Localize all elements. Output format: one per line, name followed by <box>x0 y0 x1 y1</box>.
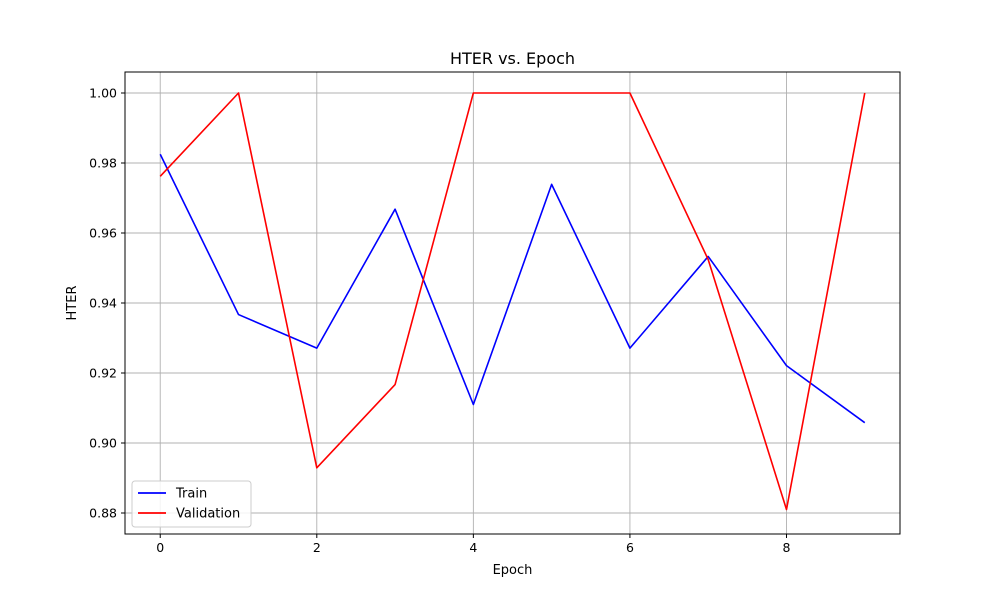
series-lines <box>159 92 866 511</box>
x-tick-label: 8 <box>783 540 791 555</box>
x-tick-label: 6 <box>626 540 634 555</box>
y-axis-label: HTER <box>65 286 80 321</box>
y-tick-label: 0.96 <box>89 226 117 241</box>
x-axis-ticks: 0 2 4 6 8 <box>156 534 791 555</box>
y-axis-ticks: 0.88 0.90 0.92 0.94 0.96 0.98 1.00 <box>89 86 125 521</box>
grid-lines <box>125 72 900 534</box>
y-tick-label: 0.98 <box>89 156 117 171</box>
y-tick-label: 1.00 <box>89 86 117 101</box>
y-tick-label: 0.88 <box>89 506 117 521</box>
x-tick-label: 0 <box>156 540 164 555</box>
chart-title: HTER vs. Epoch <box>450 49 575 68</box>
legend-label-train: Train <box>175 487 207 502</box>
series-line-train <box>159 153 866 424</box>
series-line-validation <box>159 92 866 511</box>
x-tick-label: 4 <box>469 540 477 555</box>
y-tick-label: 0.92 <box>89 366 117 381</box>
x-axis-label: Epoch <box>493 563 533 578</box>
legend-label-validation: Validation <box>176 507 240 522</box>
x-tick-label: 2 <box>313 540 321 555</box>
legend: Train Validation <box>131 480 252 528</box>
y-tick-label: 0.90 <box>89 436 117 451</box>
y-tick-label: 0.94 <box>89 296 117 311</box>
